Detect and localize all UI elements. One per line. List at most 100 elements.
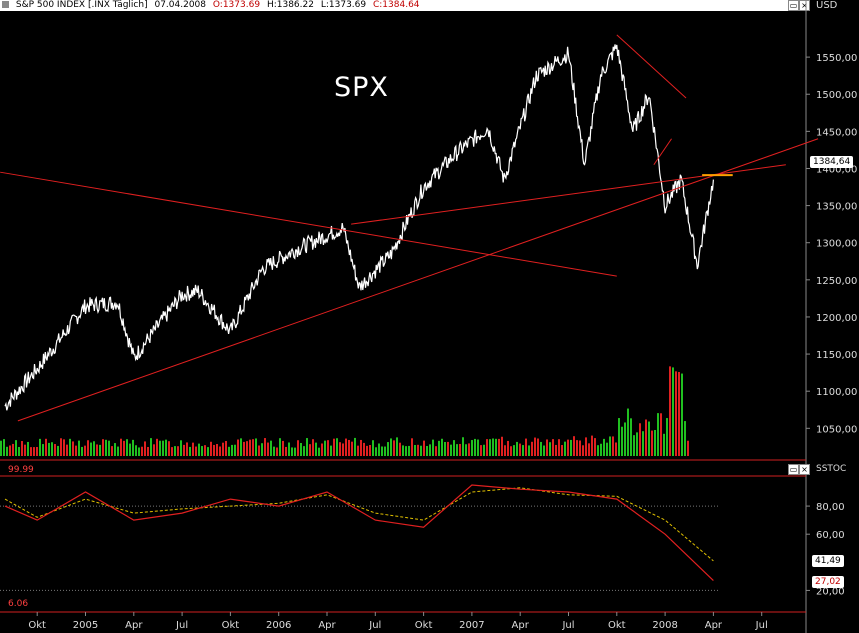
volume-bar xyxy=(210,441,212,456)
volume-bar xyxy=(621,426,623,456)
minimize-button[interactable]: ▭ xyxy=(788,0,799,11)
volume-bar xyxy=(249,439,251,456)
volume-bar xyxy=(78,440,80,456)
volume-bar xyxy=(429,444,431,456)
volume-bar xyxy=(120,438,122,456)
price-series xyxy=(4,44,714,411)
volume-bar xyxy=(225,440,227,456)
volume-bar xyxy=(132,439,134,456)
volume-bar xyxy=(102,439,104,456)
volume-bar xyxy=(129,443,131,456)
time-axis: Okt 2005 Apr Jul Okt 2006 Apr Jul Okt 2007 Apr Jul O… xyxy=(28,612,768,631)
volume-bar xyxy=(294,447,296,456)
price-tick-label: 1500,00 xyxy=(816,90,857,101)
volume-bar xyxy=(543,445,545,456)
volume-bar xyxy=(66,444,68,456)
volume-bar xyxy=(579,440,581,456)
volume-bar xyxy=(48,442,50,456)
volume-bar xyxy=(117,446,119,456)
stoc-tick-label: 80,00 xyxy=(816,502,845,513)
trendline xyxy=(653,138,672,166)
volume-bar xyxy=(630,418,632,456)
volume-bar xyxy=(576,440,578,456)
volume-bar xyxy=(186,442,188,456)
time-tick-label: Jul xyxy=(175,620,188,631)
volume-bar xyxy=(594,438,596,456)
volume-bar xyxy=(174,446,176,456)
price-line xyxy=(4,44,714,411)
volume-bar xyxy=(501,436,503,456)
volume-bar xyxy=(459,443,461,456)
volume-bar xyxy=(585,437,587,456)
volume-bar xyxy=(216,443,218,456)
volume-bar xyxy=(345,438,347,456)
volume-bar xyxy=(396,437,398,456)
volume-bar xyxy=(252,439,254,456)
time-tick-label: Apr xyxy=(512,620,530,631)
volume-bar xyxy=(87,440,89,456)
volume-bar xyxy=(24,444,26,456)
trendline xyxy=(0,171,617,277)
close-button[interactable]: × xyxy=(799,0,810,11)
volume-bar xyxy=(453,440,455,456)
volume-bar xyxy=(612,436,614,456)
volume-bar xyxy=(108,440,110,456)
volume-bar xyxy=(393,440,395,456)
price-tick-label: 1400,00 xyxy=(816,164,857,175)
volume-bar xyxy=(189,446,191,456)
volume-bar xyxy=(207,447,209,456)
volume-bar xyxy=(243,441,245,456)
volume-bar xyxy=(495,438,497,456)
price-tick-label: 1250,00 xyxy=(816,276,857,287)
volume-bar xyxy=(603,438,605,456)
volume-bar xyxy=(219,446,221,456)
volume-bar xyxy=(327,440,329,456)
stoc-d-value-tag: 41,49 xyxy=(812,555,844,567)
volume-bar xyxy=(507,440,509,456)
close-value: C:1384.64 xyxy=(372,0,420,10)
volume-bar xyxy=(492,438,494,456)
volume-bar xyxy=(525,438,527,456)
volume-bar xyxy=(534,437,536,456)
time-tick-label: Okt xyxy=(415,620,433,631)
price-tick-label: 1150,00 xyxy=(816,350,857,361)
volume-bar xyxy=(444,441,446,456)
volume-bar xyxy=(516,441,518,456)
volume-bar xyxy=(633,435,635,456)
volume-bar xyxy=(306,438,308,456)
volume-bar xyxy=(648,421,650,456)
time-tick-label: 2005 xyxy=(73,620,98,631)
volume-bar xyxy=(114,443,116,456)
volume-bar xyxy=(312,439,314,456)
volume-bar xyxy=(297,440,299,456)
volume-bar xyxy=(552,439,554,456)
volume-bar xyxy=(546,439,548,456)
time-tick-label: Apr xyxy=(705,620,723,631)
time-tick-label: Okt xyxy=(222,620,240,631)
stoc-close-button[interactable]: × xyxy=(799,464,810,475)
time-tick-label: Apr xyxy=(318,620,336,631)
volume-bar xyxy=(669,366,671,456)
volume-bar xyxy=(279,438,281,456)
volume-bar xyxy=(360,439,362,456)
stoc-tick-label: 60,00 xyxy=(816,530,845,541)
volume-bar xyxy=(402,445,404,456)
volume-bar xyxy=(3,439,5,456)
volume-bar xyxy=(366,445,368,456)
stoc-max-label: 99.99 xyxy=(8,465,34,475)
volume-bar xyxy=(486,439,488,456)
volume-bar xyxy=(414,444,416,456)
volume-bar xyxy=(342,443,344,456)
volume-bar xyxy=(447,441,449,456)
price-axis: 1550,00 1500,00 1450,00 1400,00 1350,00 1300,… xyxy=(806,53,857,435)
volume-bar xyxy=(222,442,224,456)
volume-bar xyxy=(375,447,377,456)
volume-bar xyxy=(27,441,29,456)
price-tick-label: 1200,00 xyxy=(816,313,857,324)
volume-bar xyxy=(195,446,197,456)
volume-bar xyxy=(84,445,86,456)
volume-bar xyxy=(651,430,653,456)
stoc-minimize-button[interactable]: ▭ xyxy=(788,464,799,475)
volume-bar xyxy=(57,445,59,456)
